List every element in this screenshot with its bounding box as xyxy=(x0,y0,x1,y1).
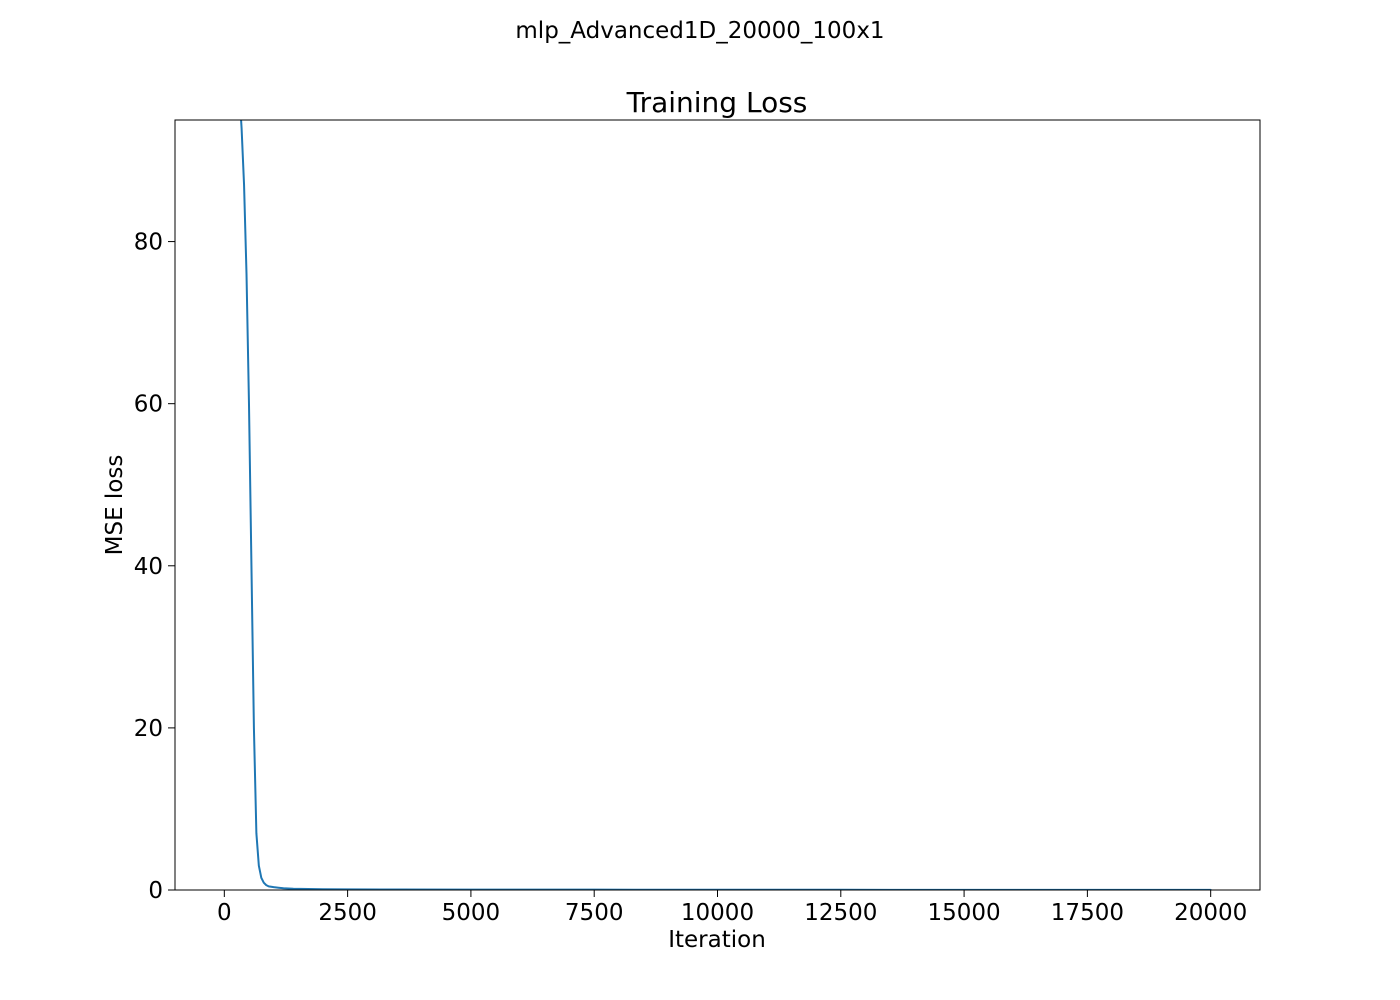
x-tick-label: 12500 xyxy=(804,900,877,926)
x-axis-ticks: 0 2500 5000 7500 10000 12500 15000 17500 20000 xyxy=(217,890,1247,926)
x-tick-label: 20000 xyxy=(1174,900,1247,926)
y-tick-label: 0 xyxy=(148,878,163,904)
series-layer xyxy=(240,120,1212,890)
y-axis-label: MSE loss xyxy=(102,455,128,556)
x-tick-label: 7500 xyxy=(565,900,624,926)
x-tick-label: 15000 xyxy=(928,900,1001,926)
y-tick-label: 40 xyxy=(134,554,163,580)
y-tick-label: 20 xyxy=(134,716,163,742)
x-axis-label: Iteration xyxy=(668,927,766,953)
y-tick-label: 60 xyxy=(134,392,163,418)
y-axis-ticks: 0 20 40 60 80 xyxy=(134,230,175,904)
y-tick-label: 80 xyxy=(134,230,163,256)
x-tick-label: 5000 xyxy=(442,900,501,926)
figure-suptitle: mlp_Advanced1D_20000_100x1 xyxy=(515,18,884,44)
chart-title: Training Loss xyxy=(626,86,808,119)
loss-series-line xyxy=(240,120,1212,890)
x-tick-label: 0 xyxy=(217,900,232,926)
plot-area xyxy=(174,119,1261,891)
plot-frame xyxy=(174,119,1261,891)
x-tick-label: 10000 xyxy=(681,900,754,926)
x-tick-label: 17500 xyxy=(1051,900,1124,926)
x-tick-label: 2500 xyxy=(318,900,377,926)
